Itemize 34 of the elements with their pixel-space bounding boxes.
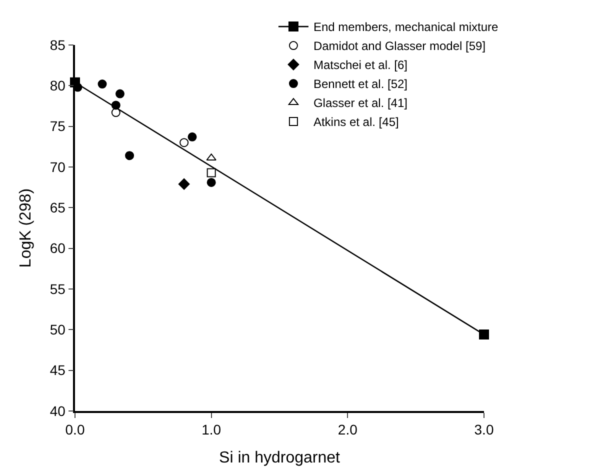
x-tick-label: 3.0 (474, 422, 494, 438)
point (98, 80, 107, 89)
legend-label: End members, mechanical mixture (313, 20, 499, 34)
y-tick-label: 55 (50, 280, 66, 297)
x-tick-label: 0.0 (65, 422, 85, 438)
point (206, 168, 216, 178)
legend-label: Atkins et al. [45] (313, 115, 399, 130)
point (188, 132, 197, 142)
point (111, 108, 120, 118)
legend-label: Matschei et al. [6] (313, 58, 408, 72)
y-tick-label: 45 (50, 362, 66, 378)
point (178, 178, 190, 190)
point (115, 89, 124, 98)
point (111, 100, 120, 110)
x-tick-label: 1.0 (202, 422, 222, 438)
y-tick-label: 85 (50, 36, 66, 53)
y-tick-label: 80 (50, 78, 66, 94)
legend-label: Damidot and Glasser model [59] (313, 39, 486, 54)
point (180, 138, 189, 148)
legend-label: Bennett et al. [52] (313, 77, 408, 92)
point (206, 154, 216, 161)
point (206, 178, 216, 187)
x-tick-label: 2.0 (338, 422, 358, 438)
y-tick-label: 40 (50, 402, 66, 419)
x-axis-title: Si in hydrogarnet (219, 450, 341, 467)
y-tick-label: 50 (50, 322, 66, 338)
y-tick-label: 75 (50, 118, 66, 134)
y-tick-label: 60 (50, 240, 66, 256)
y-tick-label: 65 (50, 200, 66, 216)
point (125, 151, 134, 160)
legend-label: Glasser et al. [41] (313, 96, 408, 110)
y-tick-label: 70 (50, 158, 66, 175)
y-axis-title: LogK (298) (17, 188, 34, 268)
point (479, 330, 489, 340)
